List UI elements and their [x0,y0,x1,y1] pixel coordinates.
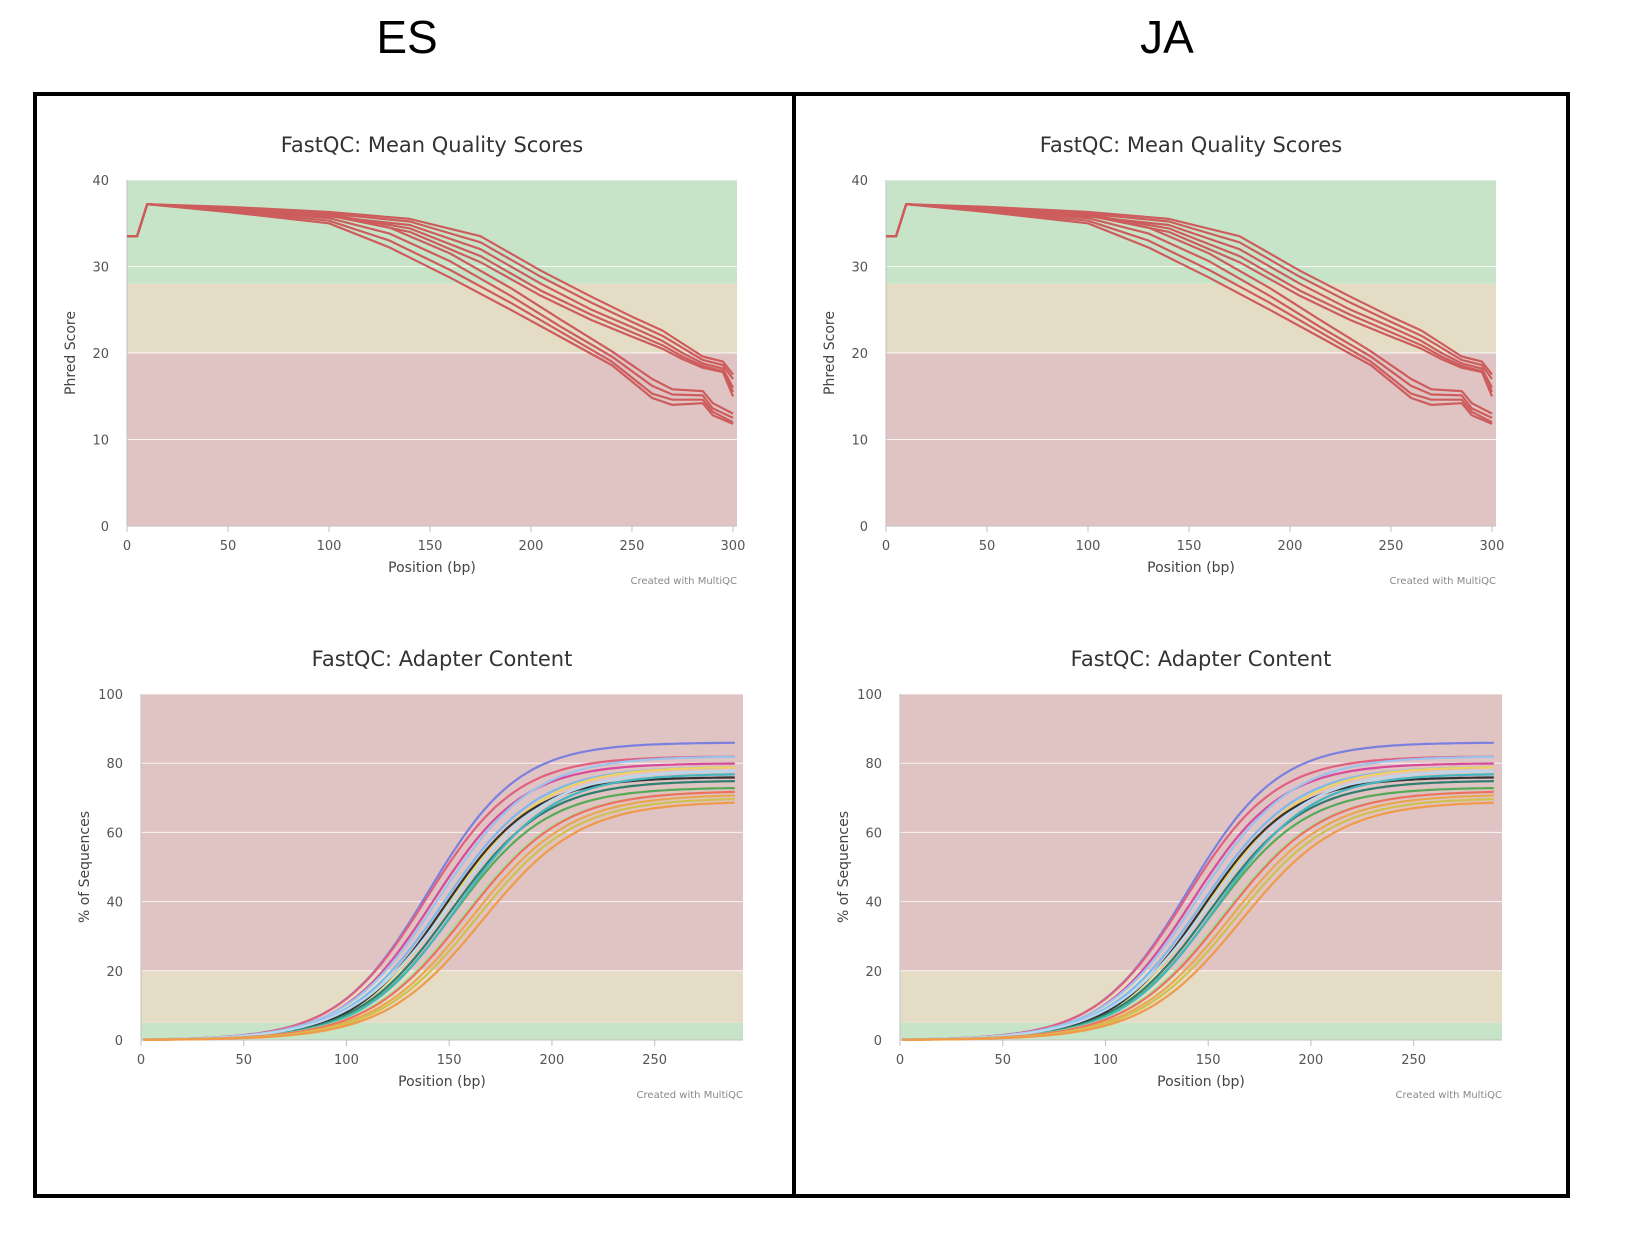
ja-adapter-xtick-200: 200 [1299,1053,1324,1068]
ja-quality-ytick-0: 0 [860,520,868,535]
es-quality-xtick-250: 250 [620,539,645,554]
es-quality-series-group [127,203,735,425]
es-adapter-xtick-200: 200 [540,1053,565,1068]
ja-quality-ytick-10: 10 [851,434,868,449]
column-header-es: ES [376,11,438,63]
ja-quality-xtick-0: 0 [882,539,890,554]
es-adapter-series-15 [143,801,735,1041]
ja-adapter-title: FastQC: Adapter Content [1071,647,1332,671]
ja-quality-credit: Created with MultiQC [1390,576,1496,587]
es-adapter-credit: Created with MultiQC [637,1090,743,1101]
ja-quality-ytick-30: 30 [851,261,868,276]
ja-quality-ytick-20: 20 [851,347,868,362]
es-quality-xtick-200: 200 [519,539,544,554]
es-adapter-xtick-50: 50 [235,1053,252,1068]
es-quality-xtick-100: 100 [317,539,342,554]
ja-adapter-ytick-0: 0 [874,1034,882,1049]
es-adapter-ytick-20: 20 [106,965,123,980]
es-adapter-ytick-80: 80 [106,757,123,772]
es-quality-ylabel: Phred Score [63,311,79,395]
panel-ja-charts: FastQC: Mean Quality Scores 0 10 20 30 40 0 50 1… [822,133,1505,1101]
ja-adapter-ytick-40: 40 [865,896,882,911]
ja-adapter-series-10 [902,769,1494,1041]
es-adapter-xtick-100: 100 [334,1053,359,1068]
ja-adapter-ytick-20: 20 [865,965,882,980]
ja-quality-xtick-300: 300 [1480,539,1505,554]
ja-quality-ytick-40: 40 [851,174,868,189]
es-quality-series-8 [127,203,734,425]
es-adapter-series-10 [143,769,735,1041]
ja-adapter-series-group [902,741,1494,1041]
es-quality-xtick-0: 0 [123,539,131,554]
ja-adapter-xtick-0: 0 [896,1053,904,1068]
es-quality-xlabel: Position (bp) [388,560,476,576]
es-quality-xtick-50: 50 [220,539,237,554]
es-quality-ytick-40: 40 [92,174,109,189]
es-adapter-title: FastQC: Adapter Content [312,647,573,671]
es-quality-title: FastQC: Mean Quality Scores [281,133,584,157]
ja-adapter-ytick-80: 80 [865,757,882,772]
ja-quality-xtick-100: 100 [1076,539,1101,554]
ja-adapter-xtick-250: 250 [1401,1053,1426,1068]
ja-quality-series-8 [886,203,1493,425]
es-quality-xtick-150: 150 [418,539,443,554]
ja-quality-xtick-150: 150 [1177,539,1202,554]
ja-quality-ylabel: Phred Score [822,311,838,395]
ja-adapter-credit: Created with MultiQC [1396,1090,1502,1101]
ja-adapter-xtick-150: 150 [1196,1053,1221,1068]
ja-adapter-xtick-100: 100 [1093,1053,1118,1068]
es-adapter-xtick-0: 0 [137,1053,145,1068]
es-quality-credit: Created with MultiQC [631,576,737,587]
es-adapter-xtick-250: 250 [642,1053,667,1068]
ja-quality-title: FastQC: Mean Quality Scores [1040,133,1343,157]
ja-adapter-ylabel: % of Sequences [836,811,852,923]
es-quality-ytick-0: 0 [101,520,109,535]
es-quality-ytick-10: 10 [92,434,109,449]
es-quality-xtick-300: 300 [721,539,746,554]
es-adapter-ylabel: % of Sequences [77,811,93,923]
es-quality-ytick-30: 30 [92,261,109,276]
ja-adapter-xlabel: Position (bp) [1157,1074,1245,1090]
ja-adapter-ytick-100: 100 [857,688,882,703]
ja-quality-xlabel: Position (bp) [1147,560,1235,576]
ja-adapter-ytick-60: 60 [865,826,882,841]
es-adapter-band-1 [141,970,743,1023]
ja-quality-series-group [886,203,1494,425]
es-quality-ytick-20: 20 [92,347,109,362]
ja-adapter-series-15 [902,801,1494,1041]
ja-quality-xtick-200: 200 [1278,539,1303,554]
es-adapter-xlabel: Position (bp) [398,1074,486,1090]
es-adapter-ytick-60: 60 [106,826,123,841]
ja-quality-xtick-50: 50 [979,539,996,554]
es-adapter-xtick-150: 150 [437,1053,462,1068]
es-adapter-ytick-40: 40 [106,896,123,911]
es-adapter-ytick-0: 0 [115,1034,123,1049]
es-adapter-series-group [143,741,735,1041]
ja-adapter-band-1 [900,970,1502,1023]
panel-ja: FastQC: Mean Quality Scores 0 10 20 30 40 0 50 1… [792,92,1570,1198]
panel-es: FastQC: Mean Quality Scores 0 10 20 30 40 0 50 1… [33,92,811,1198]
column-header-ja: JA [1140,11,1194,63]
ja-quality-xtick-250: 250 [1379,539,1404,554]
panel-es-charts: FastQC: Mean Quality Scores 0 10 20 30 40 0 50 1… [63,133,746,1101]
es-adapter-ytick-100: 100 [98,688,123,703]
ja-adapter-xtick-50: 50 [994,1053,1011,1068]
